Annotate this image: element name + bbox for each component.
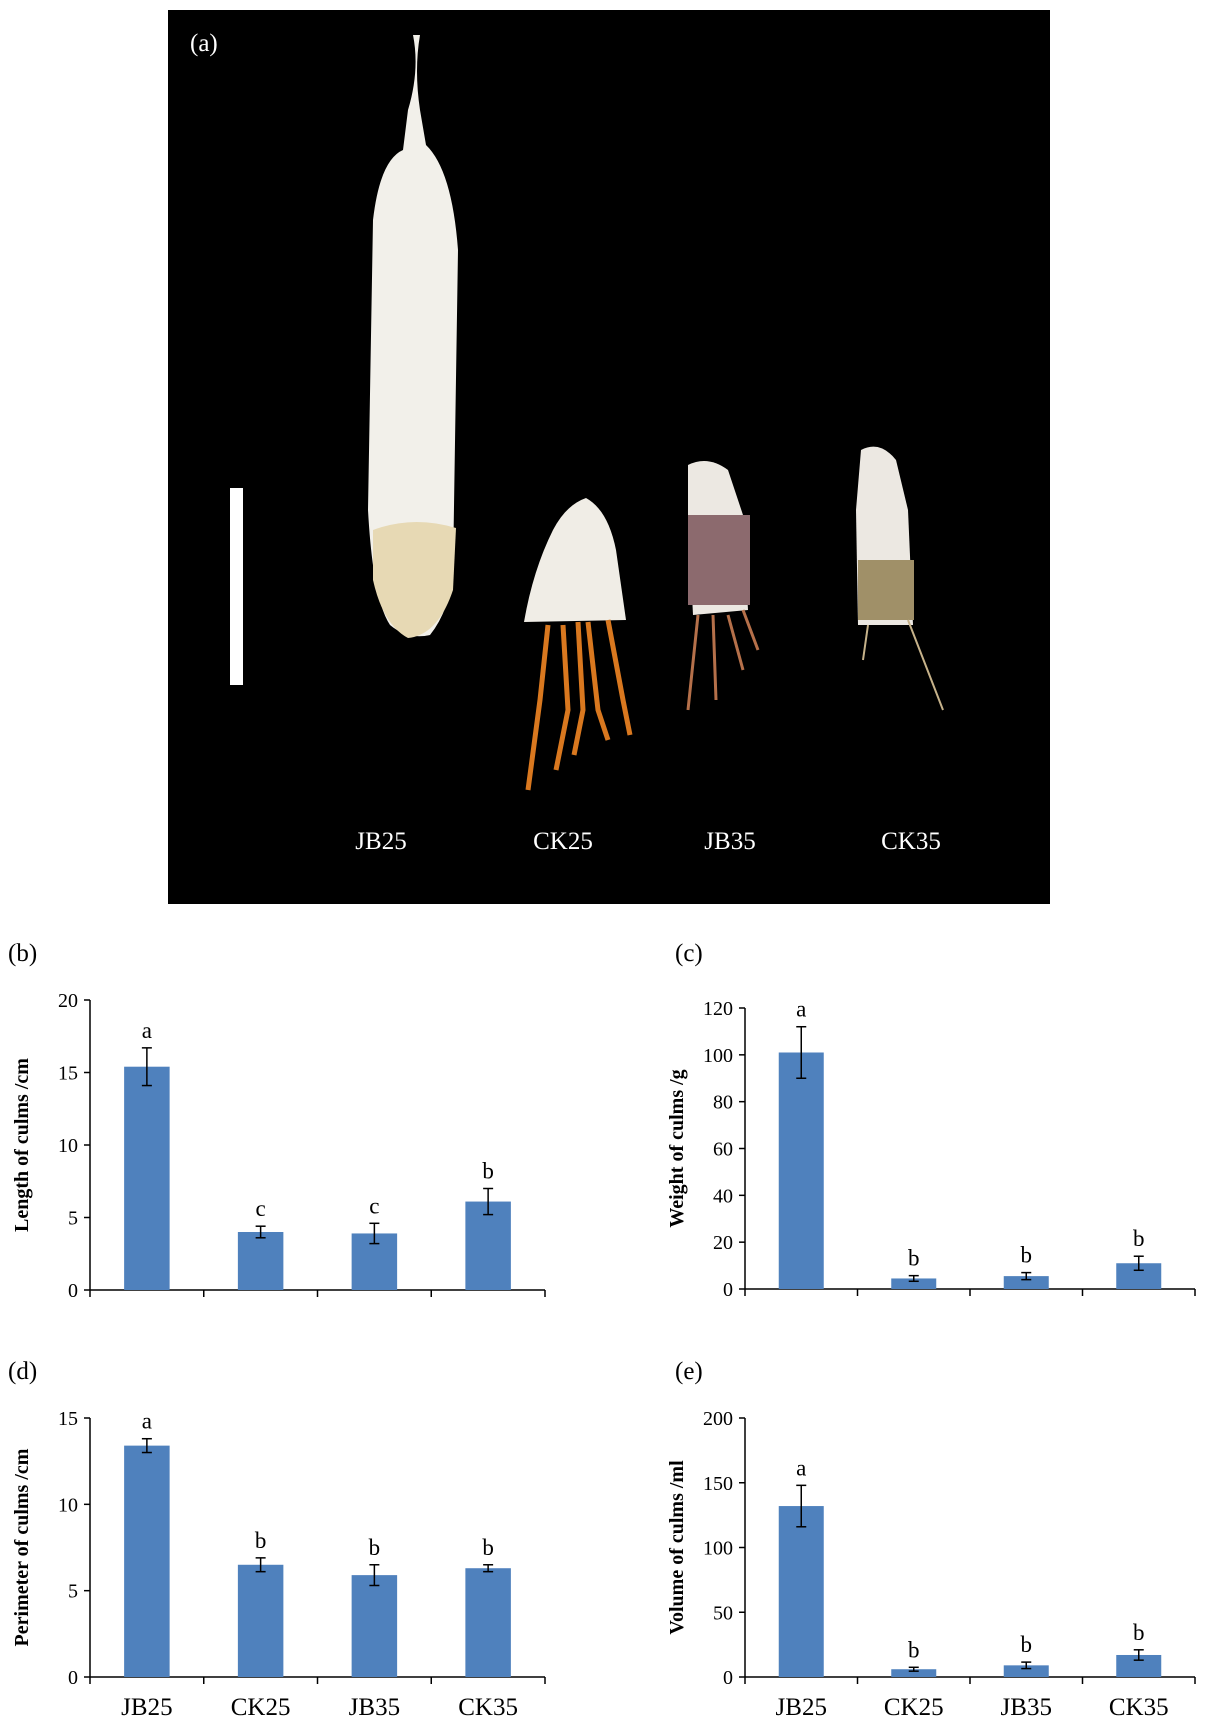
significance-letter: b	[908, 1637, 920, 1662]
x-tick-label: JB35	[1001, 1694, 1052, 1721]
x-tick-label: CK25	[231, 1694, 291, 1721]
significance-letter: b	[1133, 1226, 1145, 1251]
y-tick-label: 15	[58, 1063, 78, 1085]
y-axis-label: Volume of culms /ml	[666, 1460, 688, 1635]
panel-label-b: (b)	[8, 940, 38, 967]
culm-ck35-picture	[856, 446, 944, 711]
y-tick-label: 15	[58, 1408, 78, 1430]
y-tick-label: 50	[713, 1602, 733, 1624]
length-chart: 0 5 10 15 20 Length of culms /cm a c c b	[11, 990, 546, 1302]
y-tick-label: 100	[703, 1538, 733, 1560]
bar-jb35	[1003, 1276, 1049, 1289]
scale-bar	[230, 488, 243, 685]
significance-letter: b	[369, 1535, 381, 1560]
bar-jb25	[124, 1066, 170, 1290]
y-tick-label: 80	[713, 1092, 733, 1114]
significance-letter: b	[482, 1535, 494, 1560]
y-tick-label: 5	[68, 1581, 78, 1603]
significance-letter: a	[142, 1018, 152, 1043]
panel-label-a: (a)	[190, 30, 218, 57]
y-tick-label: 5	[68, 1208, 78, 1230]
significance-letter: a	[142, 1409, 152, 1434]
significance-letter: a	[796, 1455, 806, 1480]
culm-ck25-picture	[524, 498, 633, 791]
significance-letter: b	[908, 1246, 920, 1271]
culm-photo-panel: (a) JB25 CK25 JB35 CK35	[168, 10, 1050, 904]
bar-ck25	[237, 1564, 284, 1677]
y-axis-label: Length of culms /cm	[11, 1058, 33, 1232]
culm-jb35-picture	[686, 461, 760, 711]
bar-jb25	[124, 1445, 170, 1677]
y-tick-label: 100	[703, 1045, 733, 1067]
photo-label-ck35: CK35	[881, 828, 941, 855]
y-tick-label: 10	[58, 1494, 78, 1516]
bar-jb35	[351, 1575, 398, 1677]
panel-label-d: (d)	[8, 1358, 38, 1385]
x-tick-label: JB25	[121, 1694, 172, 1721]
y-tick-label: 20	[58, 990, 78, 1012]
x-tick-label: JB25	[776, 1694, 827, 1721]
y-tick-label: 120	[703, 998, 733, 1020]
perimeter-chart: 0 5 10 15 Perimeter of culms /cm a JB25 b CK25 b J…	[11, 1408, 546, 1721]
weight-chart: 0 20 40 60 80 100 120 Weight of culms /g a b b b	[666, 997, 1196, 1301]
significance-letter: b	[255, 1528, 267, 1553]
bar-jb25	[778, 1506, 824, 1677]
y-tick-label: 20	[713, 1232, 733, 1254]
photo-label-jb35: JB35	[704, 828, 756, 855]
bar-jb35	[1003, 1665, 1049, 1677]
significance-letter: a	[796, 997, 806, 1022]
significance-letter: c	[256, 1196, 266, 1221]
bar-ck35	[1116, 1654, 1162, 1677]
y-tick-label: 0	[723, 1279, 733, 1301]
y-tick-label: 150	[703, 1473, 733, 1495]
y-tick-label: 200	[703, 1408, 733, 1430]
culm-photo	[230, 35, 944, 791]
y-tick-label: 0	[68, 1280, 78, 1302]
significance-letter: b	[1021, 1632, 1033, 1657]
panel-label-e: (e)	[675, 1358, 703, 1385]
x-tick-label: JB35	[349, 1694, 400, 1721]
significance-letter: b	[482, 1159, 494, 1184]
x-tick-label: CK35	[458, 1694, 518, 1721]
y-tick-label: 40	[713, 1185, 733, 1207]
bar-ck25	[891, 1669, 937, 1677]
y-tick-label: 60	[713, 1139, 733, 1161]
bar-ck25	[237, 1232, 284, 1290]
y-tick-label: 0	[723, 1667, 733, 1689]
y-tick-label: 0	[68, 1667, 78, 1689]
significance-letter: b	[1021, 1243, 1033, 1268]
photo-label-ck25: CK25	[533, 828, 593, 855]
y-tick-label: 10	[58, 1135, 78, 1157]
bar-ck35	[465, 1201, 511, 1290]
bar-ck35	[465, 1568, 511, 1677]
x-tick-label: CK25	[884, 1694, 944, 1721]
bar-jb25	[778, 1052, 824, 1289]
y-axis-label: Perimeter of culms /cm	[11, 1448, 33, 1646]
culm-jb25-picture	[368, 35, 458, 638]
x-tick-label: CK35	[1109, 1694, 1169, 1721]
photo-label-jb25: JB25	[355, 828, 407, 855]
volume-chart: 0 50 100 150 200 Volume of culms /ml a JB25 b CK2…	[666, 1408, 1196, 1721]
significance-letter: b	[1133, 1620, 1145, 1645]
y-axis-label: Weight of culms /g	[666, 1069, 688, 1227]
significance-letter: c	[369, 1193, 379, 1218]
bar-ck25	[891, 1278, 937, 1289]
panel-label-c: (c)	[675, 940, 703, 967]
